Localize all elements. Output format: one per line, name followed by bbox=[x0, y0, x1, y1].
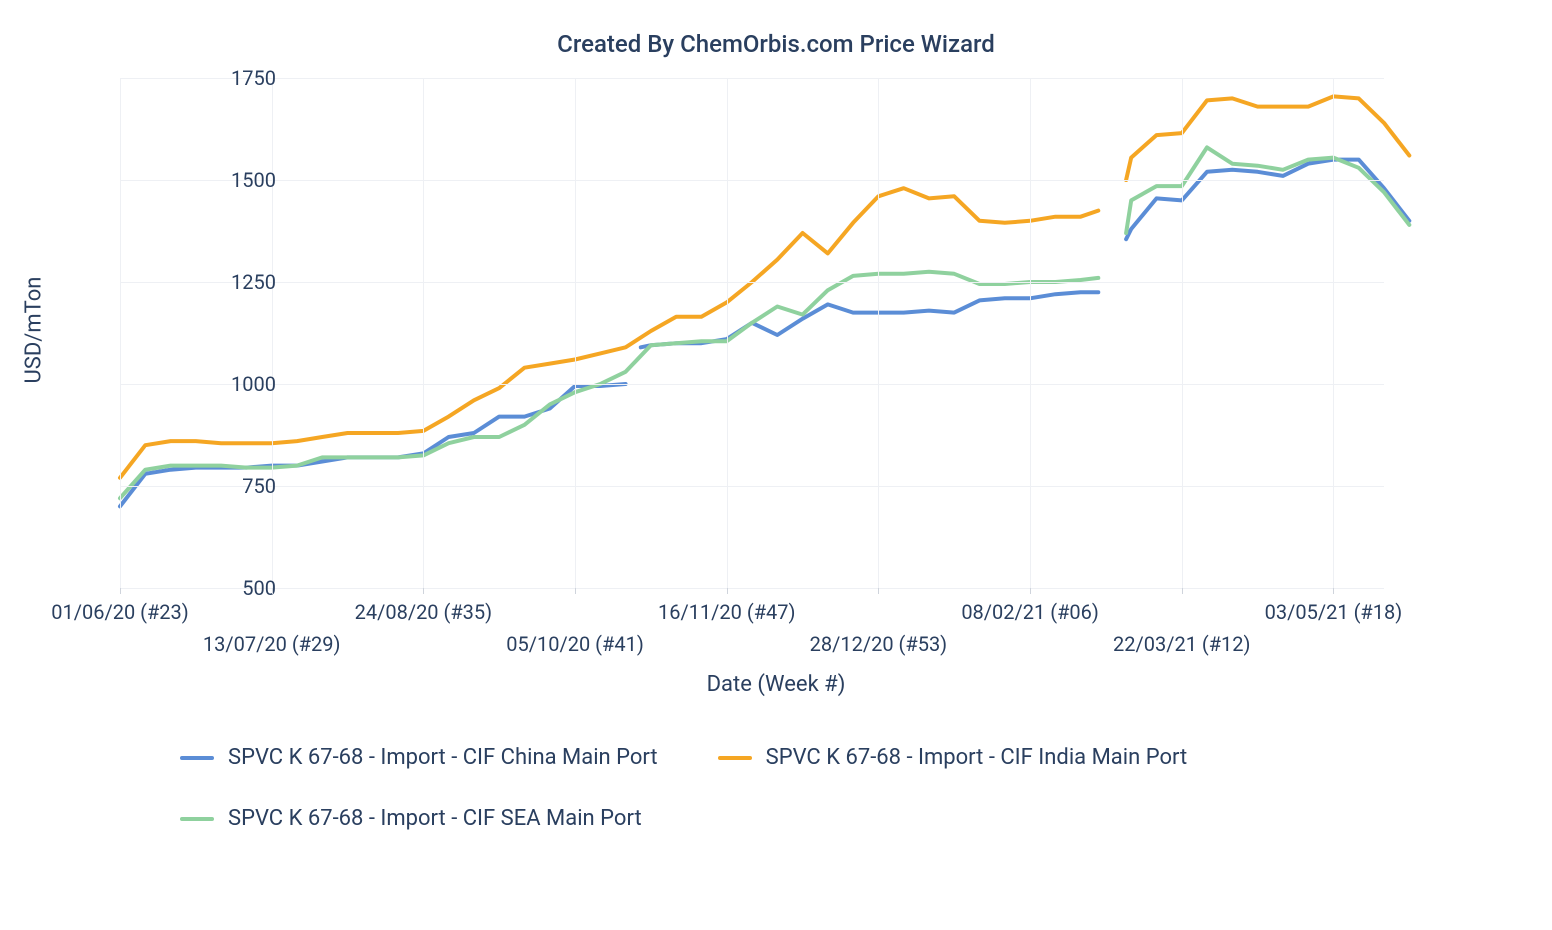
y-tick-label: 1250 bbox=[216, 270, 276, 294]
x-tick-mark bbox=[878, 588, 879, 594]
x-tick-mark bbox=[575, 588, 576, 594]
y-tick-label: 1750 bbox=[216, 66, 276, 90]
gridline-v bbox=[1182, 78, 1183, 588]
series-line bbox=[1126, 147, 1409, 233]
x-tick-label: 05/10/20 (#41) bbox=[506, 632, 644, 656]
y-tick-label: 1000 bbox=[216, 372, 276, 396]
chart-legend: SPVC K 67-68 - Import - CIF China Main P… bbox=[180, 745, 1360, 831]
gridline-v bbox=[1030, 78, 1031, 588]
legend-swatch bbox=[180, 756, 214, 760]
gridline-v bbox=[272, 78, 273, 588]
series-line bbox=[120, 188, 1098, 478]
x-tick-mark bbox=[1333, 588, 1334, 594]
gridline-v bbox=[727, 78, 728, 588]
gridline-h bbox=[120, 78, 1384, 79]
x-tick-label: 13/07/20 (#29) bbox=[203, 632, 341, 656]
plot-area bbox=[120, 78, 1384, 588]
y-tick-label: 1500 bbox=[216, 168, 276, 192]
x-tick-label: 22/03/21 (#12) bbox=[1113, 632, 1251, 656]
x-tick-mark bbox=[423, 588, 424, 594]
x-axis-label: Date (Week #) bbox=[0, 672, 1552, 697]
gridline-v bbox=[120, 78, 121, 588]
gridline-v bbox=[423, 78, 424, 588]
legend-swatch bbox=[718, 756, 752, 760]
chart-lines bbox=[120, 78, 1384, 588]
series-line bbox=[1126, 160, 1409, 240]
gridline-h bbox=[120, 180, 1384, 181]
x-tick-mark bbox=[120, 588, 121, 594]
x-tick-label: 16/11/20 (#47) bbox=[658, 600, 796, 624]
gridline-h bbox=[120, 282, 1384, 283]
x-tick-mark bbox=[1182, 588, 1183, 594]
gridline-h bbox=[120, 486, 1384, 487]
legend-label: SPVC K 67-68 - Import - CIF SEA Main Por… bbox=[228, 806, 642, 831]
x-tick-label: 03/05/21 (#18) bbox=[1265, 600, 1403, 624]
legend-item[interactable]: SPVC K 67-68 - Import - CIF SEA Main Por… bbox=[180, 806, 642, 831]
gridline-v bbox=[878, 78, 879, 588]
x-tick-mark bbox=[272, 588, 273, 594]
y-tick-label: 750 bbox=[216, 474, 276, 498]
gridline-v bbox=[575, 78, 576, 588]
chart-title: Created By ChemOrbis.com Price Wizard bbox=[0, 30, 1552, 58]
legend-label: SPVC K 67-68 - Import - CIF China Main P… bbox=[228, 745, 658, 770]
x-tick-label: 08/02/21 (#06) bbox=[961, 600, 1099, 624]
price-chart: Created By ChemOrbis.com Price Wizard US… bbox=[0, 0, 1552, 930]
x-tick-mark bbox=[1030, 588, 1031, 594]
y-tick-label: 500 bbox=[216, 576, 276, 600]
x-tick-label: 01/06/20 (#23) bbox=[51, 600, 189, 624]
legend-label: SPVC K 67-68 - Import - CIF India Main P… bbox=[766, 745, 1188, 770]
x-tick-mark bbox=[727, 588, 728, 594]
legend-swatch bbox=[180, 817, 214, 821]
y-axis-label: USD/mTon bbox=[22, 277, 47, 384]
x-tick-label: 28/12/20 (#53) bbox=[810, 632, 948, 656]
gridline-h bbox=[120, 588, 1384, 589]
gridline-v bbox=[1333, 78, 1334, 588]
legend-item[interactable]: SPVC K 67-68 - Import - CIF India Main P… bbox=[718, 745, 1188, 770]
legend-item[interactable]: SPVC K 67-68 - Import - CIF China Main P… bbox=[180, 745, 658, 770]
gridline-h bbox=[120, 384, 1384, 385]
x-tick-label: 24/08/20 (#35) bbox=[355, 600, 493, 624]
